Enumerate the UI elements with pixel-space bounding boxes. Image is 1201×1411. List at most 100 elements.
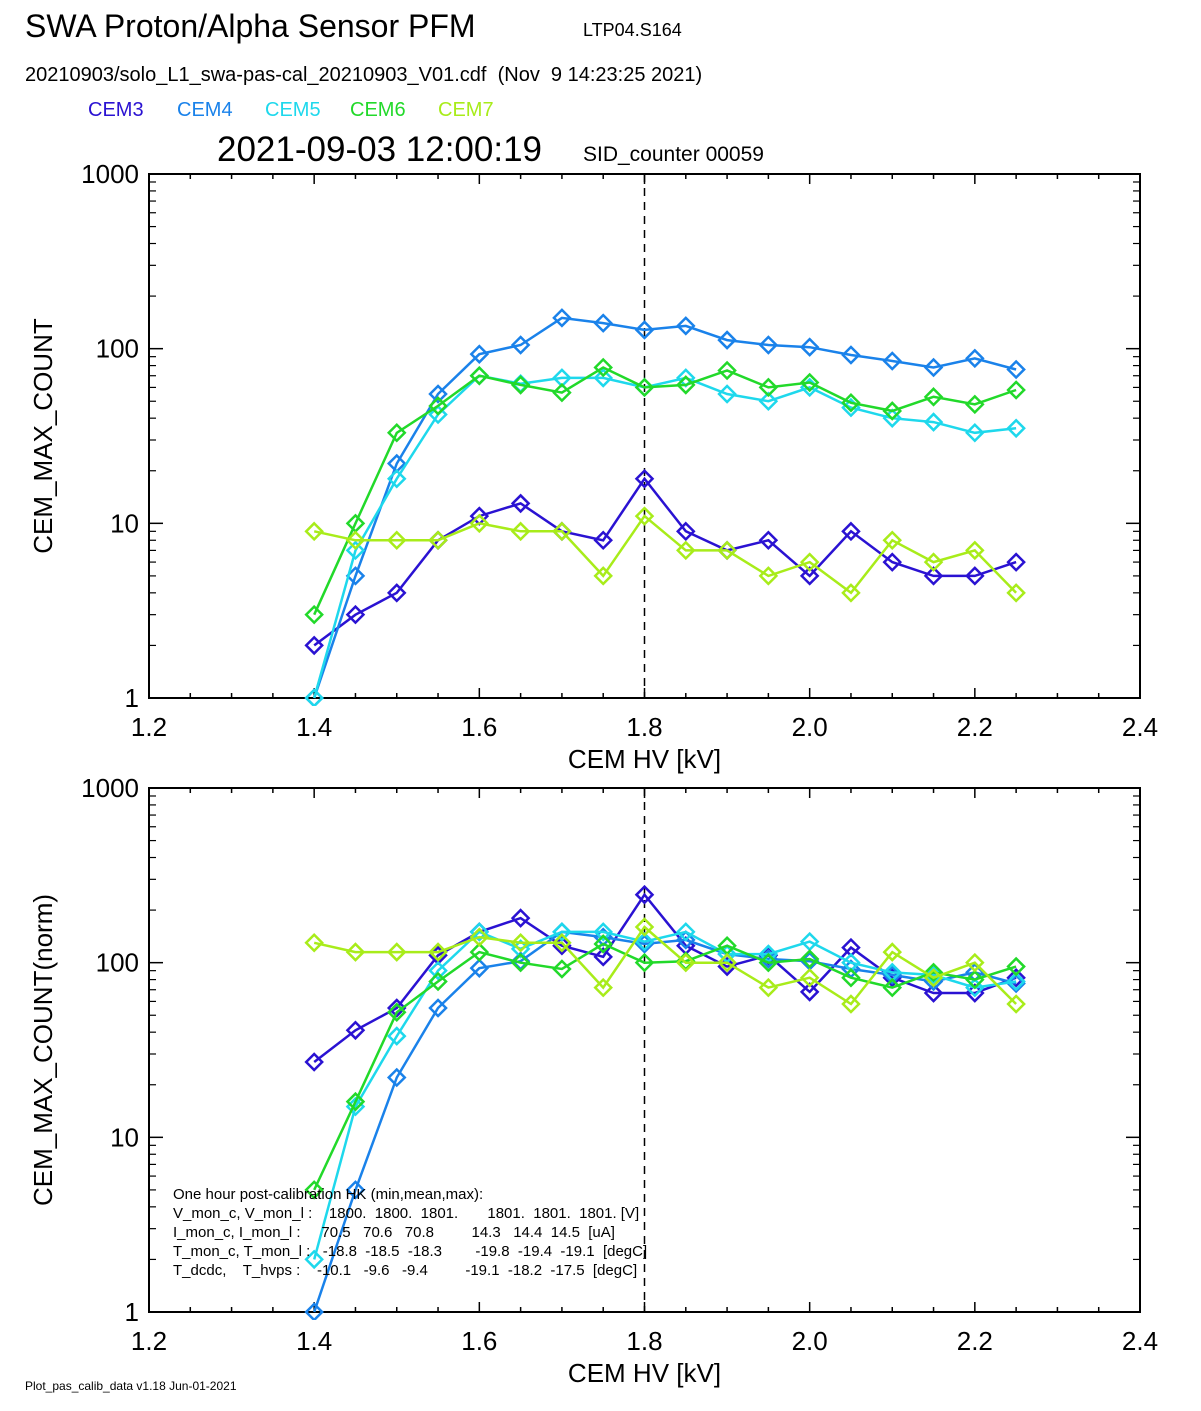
data-point-cem6 (882, 977, 903, 998)
data-point-cem7 (882, 530, 903, 551)
data-point-cem4 (469, 344, 490, 364)
x-tick-label: 2.0 (792, 1326, 828, 1356)
data-point-cem6 (923, 962, 944, 983)
plot-frame (148, 173, 1141, 699)
data-point-cem5 (469, 922, 490, 942)
run-code: LTP04.S164 (583, 20, 682, 40)
y-axis-label: CEM_MAX_COUNT(norm) (28, 894, 58, 1206)
data-point-cem5 (634, 931, 655, 952)
data-point-cem5 (386, 468, 407, 489)
data-point-cem7 (304, 932, 324, 953)
data-point-cem6 (923, 387, 944, 407)
data-point-cem6 (965, 394, 985, 415)
y-tick-label: 1 (125, 1297, 139, 1327)
data-point-cem7 (304, 521, 324, 542)
data-point-cem7 (758, 977, 779, 998)
data-point-cem7 (676, 540, 696, 561)
data-point-cem6 (345, 1091, 366, 1112)
data-point-cem3 (799, 566, 820, 586)
data-point-cem6 (717, 360, 737, 381)
data-point-cem7 (469, 513, 490, 534)
data-point-cem7 (469, 927, 490, 947)
data-point-cem5 (593, 368, 613, 388)
data-point-cem7 (552, 932, 572, 953)
data-point-cem6 (386, 422, 407, 443)
y-tick-label: 1 (125, 683, 139, 713)
data-point-cem5 (965, 422, 985, 443)
data-point-cem5 (428, 960, 448, 981)
data-point-cem3 (923, 566, 944, 586)
data-point-cem5 (758, 391, 779, 412)
data-point-cem6 (469, 942, 490, 962)
data-point-cem5 (386, 1026, 407, 1046)
data-point-cem7 (717, 952, 737, 973)
data-point-cem4 (593, 313, 613, 333)
y-axis-label: CEM_MAX_COUNT (28, 318, 58, 554)
data-point-cem5 (552, 922, 572, 942)
data-point-cem6 (593, 934, 613, 954)
data-point-cem7 (799, 552, 820, 572)
data-point-cem6 (428, 971, 448, 992)
data-point-cem7 (510, 932, 531, 953)
x-axis-label: CEM HV [kV] (568, 744, 721, 774)
x-tick-label: 1.8 (626, 712, 662, 742)
data-point-cem4 (552, 308, 572, 328)
data-point-cem5 (593, 922, 613, 942)
data-point-cem5 (882, 408, 903, 428)
data-point-cem5 (428, 404, 448, 425)
data-point-cem5 (965, 977, 985, 998)
data-point-cem6 (841, 967, 861, 988)
data-point-cem3 (634, 468, 655, 489)
y-tick-label: 10 (110, 1122, 139, 1152)
data-point-cem7 (634, 917, 655, 937)
data-point-cem3 (345, 1020, 366, 1041)
x-tick-label: 1.2 (131, 712, 167, 742)
x-tick-label: 1.4 (296, 1326, 332, 1356)
data-point-cem5 (304, 688, 324, 706)
data-point-cem3 (386, 998, 407, 1018)
data-point-cem5 (676, 922, 696, 942)
data-point-cem7 (634, 506, 655, 526)
data-point-cem7 (965, 540, 985, 561)
data-point-cem3 (799, 982, 820, 1002)
hk-line: V_mon_c, V_mon_l : 1800. 1800. 1801. 180… (173, 1205, 639, 1222)
hk-line: T_mon_c, T_mon_l : -18.8 -18.5 -18.3 -19… (173, 1243, 647, 1260)
data-point-cem3 (676, 521, 696, 542)
data-point-cem6 (634, 377, 655, 398)
data-point-cem3 (510, 493, 531, 514)
data-point-cem6 (634, 952, 655, 973)
legend-cem7: CEM7 (438, 99, 494, 121)
data-point-cem7 (1006, 583, 1026, 603)
series-line-cem7 (313, 925, 1017, 1006)
data-point-cem5 (304, 1249, 324, 1270)
data-point-cem6 (593, 357, 613, 378)
data-point-cem7 (717, 540, 737, 561)
data-point-cem4 (965, 348, 985, 369)
data-point-cem7 (923, 552, 944, 572)
data-point-cem5 (923, 412, 944, 432)
timestamp: 2021-09-03 12:00:19 (217, 130, 542, 169)
data-point-cem4 (428, 998, 448, 1018)
data-point-cem3 (593, 947, 613, 967)
data-point-cem4 (676, 930, 696, 950)
series-line-cem4 (313, 316, 1017, 699)
data-point-cem6 (758, 377, 779, 398)
series-line-cem3 (313, 476, 1017, 647)
x-tick-label: 2.0 (792, 712, 828, 742)
series-group (304, 308, 1026, 706)
data-point-cem7 (428, 530, 448, 551)
data-point-cem3 (304, 1052, 324, 1072)
data-point-cem6 (510, 952, 531, 973)
plot-panel-1: 1.2 1.4 1.6 1.8 2.0 2.2 2.4 1 10 100 1000 CEM HV [k… (28, 159, 1158, 774)
data-point-cem7 (345, 942, 366, 962)
data-point-cem4 (841, 345, 861, 365)
y-tick-label: 10 (110, 508, 139, 538)
data-point-cem6 (386, 1002, 407, 1023)
data-point-cem3 (634, 884, 655, 905)
data-point-cem5 (1006, 418, 1026, 439)
data-point-cem4 (304, 1302, 324, 1320)
series-line-cem6 (313, 366, 1017, 616)
data-point-cem7 (386, 942, 407, 962)
data-point-cem3 (882, 552, 903, 572)
